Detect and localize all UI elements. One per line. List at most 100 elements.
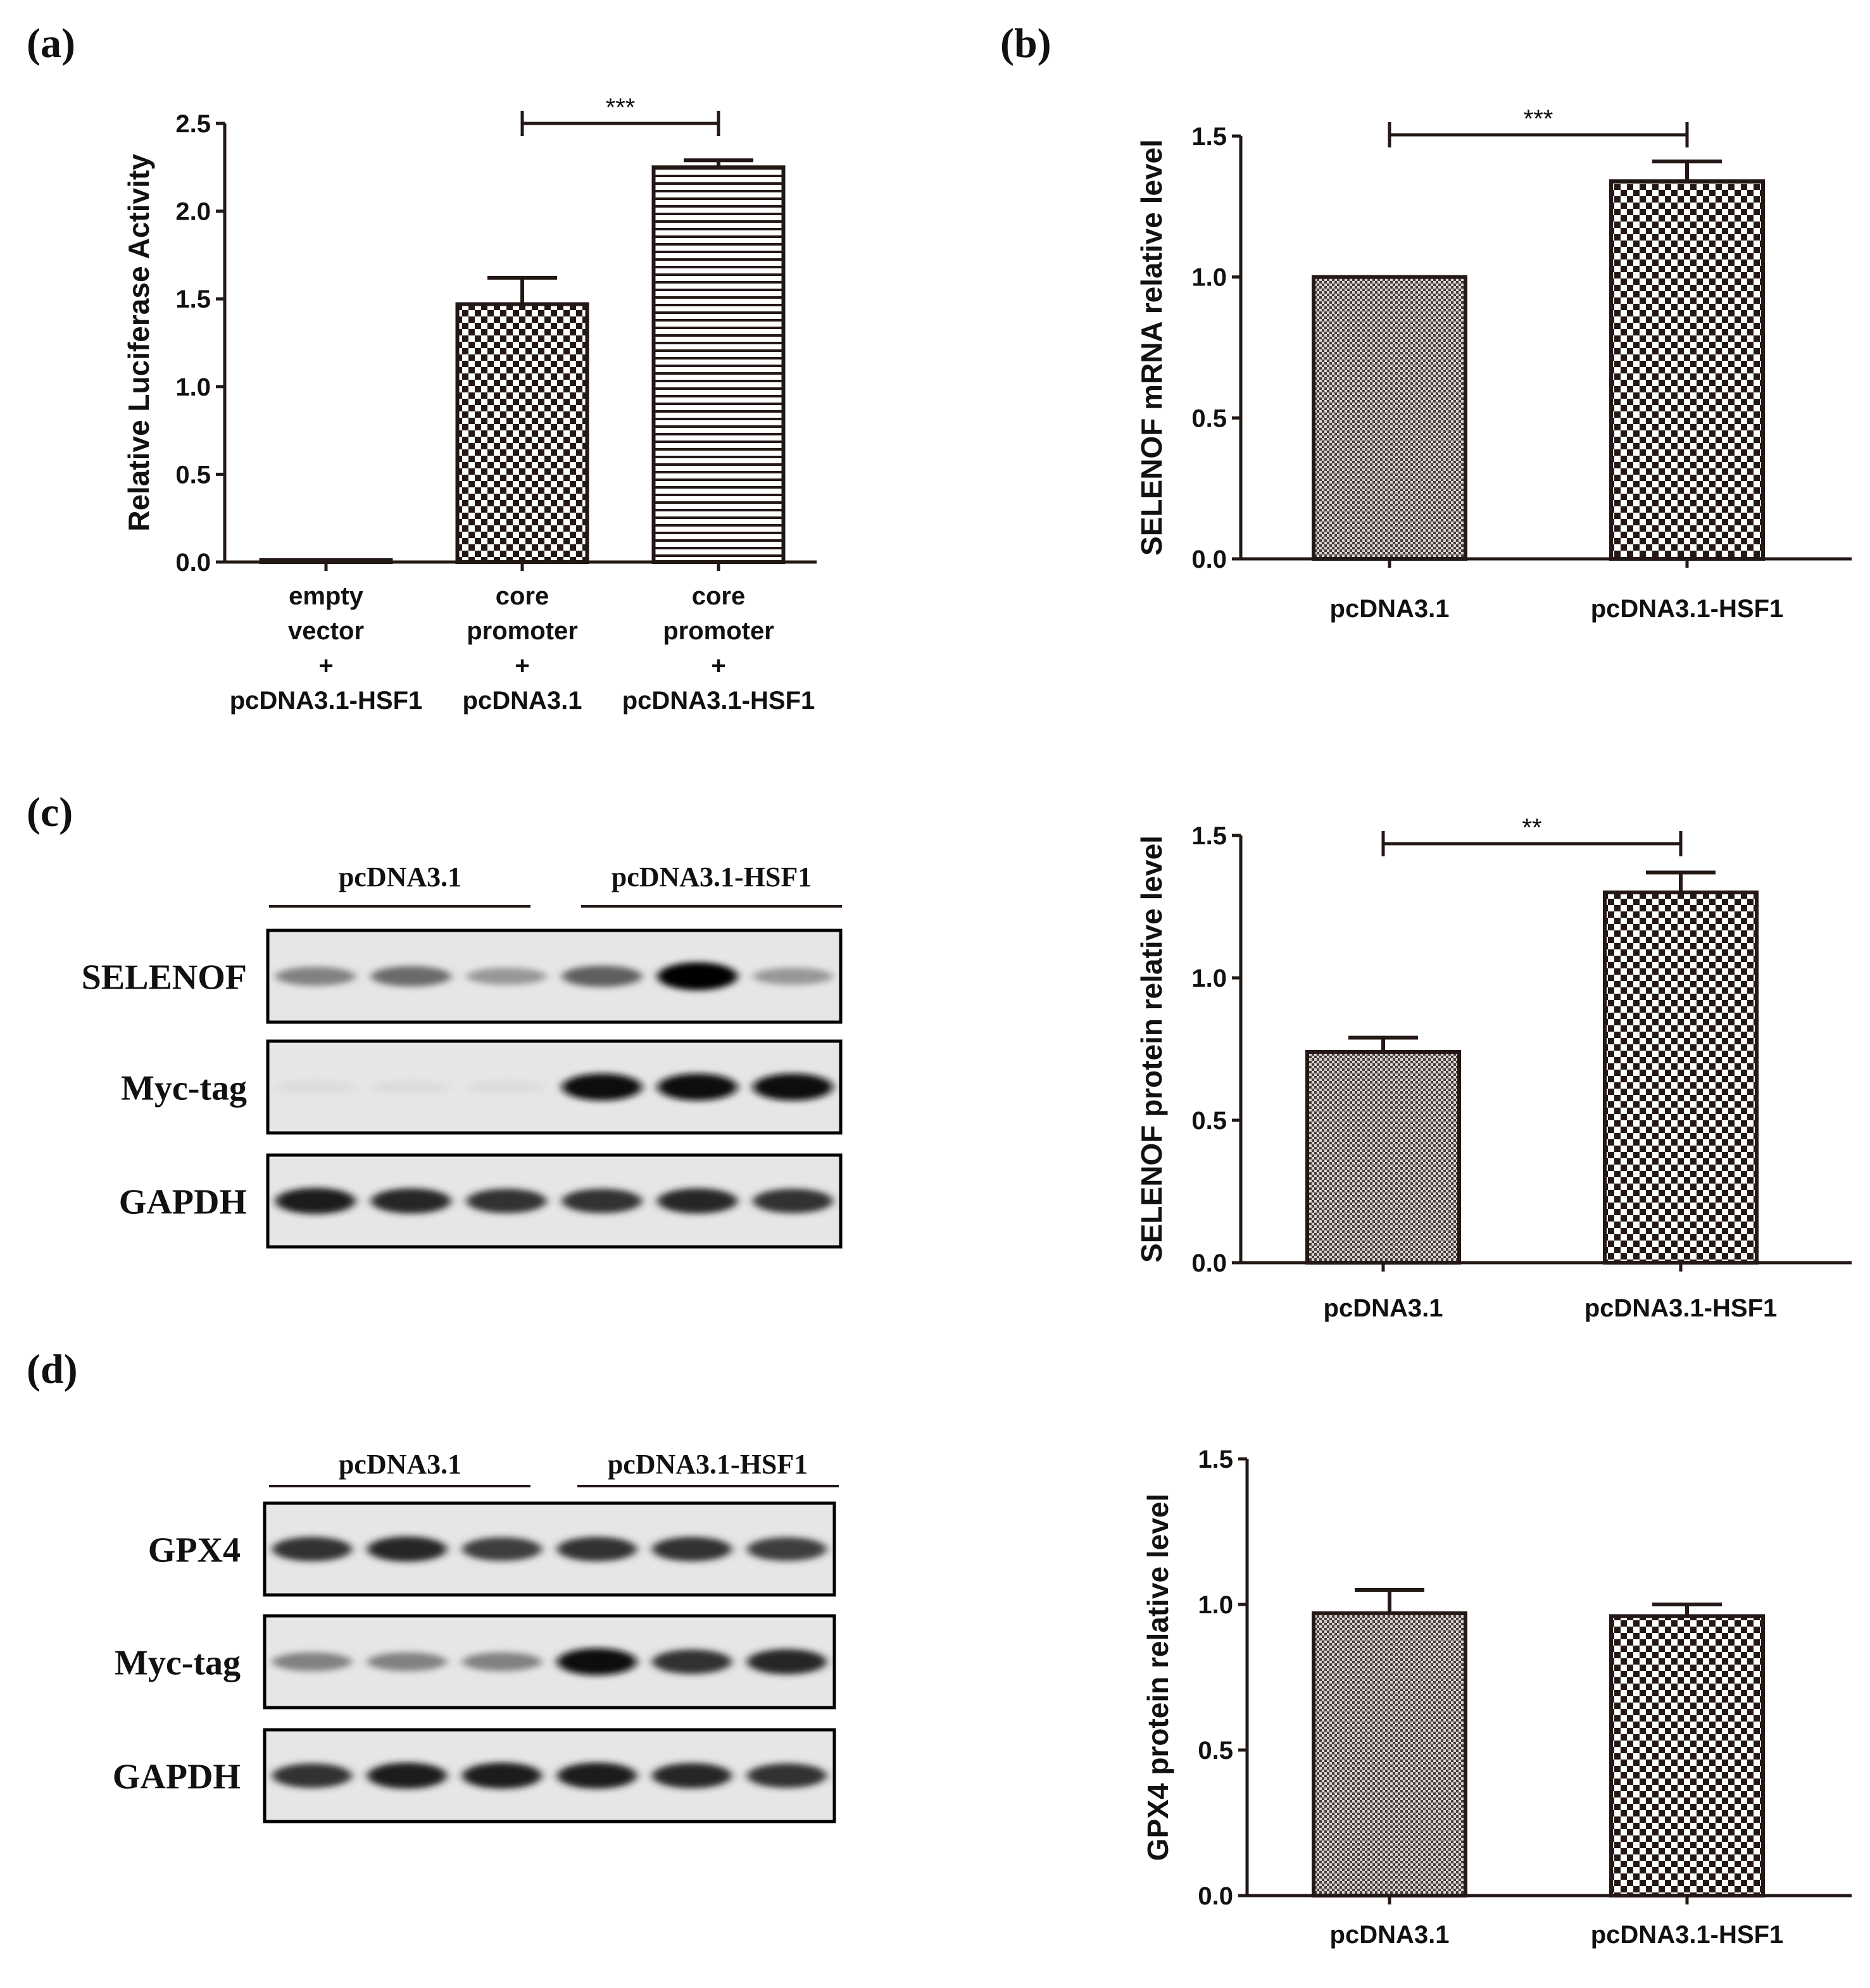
blot-band bbox=[272, 1652, 352, 1672]
y-tick-label: 1.0 bbox=[1191, 264, 1227, 292]
blot-band bbox=[657, 962, 738, 991]
blot-membrane bbox=[266, 1153, 843, 1249]
y-tick-label: 0.5 bbox=[1191, 1107, 1227, 1135]
blot-band bbox=[275, 1080, 356, 1094]
x-tick-label: pcDNA3.1-HSF1 bbox=[230, 687, 423, 715]
blot-row-label: GAPDH bbox=[119, 1183, 247, 1222]
bar bbox=[1609, 1614, 1765, 1897]
blot-band bbox=[466, 1189, 547, 1213]
blot-band bbox=[747, 1537, 827, 1561]
y-tick-label: 1.0 bbox=[175, 373, 211, 401]
y-tick-label: 0.0 bbox=[1198, 1882, 1233, 1910]
panel-label-d: (d) bbox=[27, 1346, 78, 1392]
bar bbox=[651, 165, 786, 564]
blot-row: GAPDH bbox=[113, 1728, 836, 1823]
blot-band bbox=[657, 1188, 738, 1214]
blot-band bbox=[367, 1536, 447, 1562]
blot-band bbox=[466, 967, 547, 985]
blot-row-label: GPX4 bbox=[148, 1531, 241, 1570]
significance-label: ** bbox=[1522, 814, 1541, 842]
blot-row: GPX4 bbox=[148, 1501, 836, 1597]
y-tick-label: 0.0 bbox=[1191, 1249, 1227, 1277]
bar bbox=[259, 558, 393, 564]
x-tick-label: + bbox=[515, 652, 529, 680]
blot-band bbox=[275, 1187, 356, 1215]
bar-charts: 0.0 0.5 1.0 1.5 2.0 2.5 Relative Luciferase Ac… bbox=[122, 94, 1852, 1949]
panel-label-a: (a) bbox=[27, 20, 75, 66]
y-tick-label: 0.0 bbox=[175, 549, 211, 577]
blot-row-label: Myc-tag bbox=[115, 1644, 241, 1683]
blot-group-label: pcDNA3.1-HSF1 bbox=[612, 861, 812, 892]
bar bbox=[1609, 179, 1765, 561]
blot-band bbox=[747, 1763, 827, 1788]
y-axis-title: Relative Luciferase Activity bbox=[122, 154, 155, 532]
y-axis-title: SELENOF mRNA relative level bbox=[1135, 139, 1168, 556]
blot-membrane bbox=[263, 1501, 836, 1597]
blot-membrane bbox=[266, 1039, 843, 1135]
blot-row: Myc-tag bbox=[121, 1039, 843, 1135]
chart-c: 0.0 0.5 1.0 1.5 SELENOF protein relative lev… bbox=[1135, 814, 1852, 1322]
blot-band bbox=[747, 1649, 827, 1675]
blot-band bbox=[562, 1189, 643, 1213]
x-tick-label: + bbox=[711, 652, 725, 680]
bar bbox=[455, 302, 589, 564]
blot-band bbox=[652, 1763, 732, 1789]
x-tick-label: pcDNA3.1-HSF1 bbox=[1584, 1294, 1778, 1322]
blot-band bbox=[462, 1762, 542, 1789]
y-tick-label: 1.5 bbox=[1191, 822, 1227, 850]
x-tick-label: core bbox=[692, 582, 746, 610]
blot-d: pcDNA3.1 pcDNA3.1-HSF1 GPX4 Myc-tag GAPDH bbox=[113, 1449, 839, 1823]
y-tick-label: 2.5 bbox=[175, 110, 211, 138]
y-tick-label: 1.5 bbox=[1191, 123, 1227, 151]
blot-band bbox=[753, 1073, 833, 1101]
y-tick-label: 0.0 bbox=[1191, 546, 1227, 573]
blot-band bbox=[367, 1652, 447, 1672]
blot-row: GAPDH bbox=[119, 1153, 843, 1249]
chart-d: 0.0 0.5 1.0 1.5 GPX4 protein relative level p… bbox=[1141, 1446, 1852, 1949]
blot-band bbox=[466, 1080, 547, 1094]
y-axis-title: SELENOF protein relative level bbox=[1135, 835, 1168, 1263]
blot-band bbox=[562, 1073, 643, 1101]
blot-band bbox=[370, 1188, 451, 1214]
blot-band bbox=[557, 1762, 637, 1789]
chart-b: 0.0 0.5 1.0 1.5 SELENOF mRNA relative level p… bbox=[1135, 105, 1852, 623]
blot-group-label: pcDNA3.1 bbox=[339, 1449, 461, 1480]
bar bbox=[1312, 275, 1467, 561]
x-tick-label: + bbox=[318, 652, 333, 680]
blot-band bbox=[657, 1073, 738, 1101]
western-blots: pcDNA3.1 pcDNA3.1-HSF1 SELENOF Myc-tag GAPDH… bbox=[82, 861, 843, 1823]
blot-band bbox=[753, 1189, 833, 1213]
blot-row-label: SELENOF bbox=[82, 958, 247, 997]
x-tick-label: empty bbox=[289, 582, 364, 610]
blot-band bbox=[562, 965, 643, 987]
bar bbox=[1603, 891, 1759, 1265]
blot-band bbox=[557, 1537, 637, 1561]
blot-group-label: pcDNA3.1-HSF1 bbox=[608, 1449, 808, 1480]
blot-c: pcDNA3.1 pcDNA3.1-HSF1 SELENOF Myc-tag GAPDH bbox=[82, 861, 843, 1249]
y-tick-label: 1.0 bbox=[1198, 1591, 1233, 1619]
x-tick-label: pcDNA3.1 bbox=[1324, 1294, 1443, 1322]
blot-group-label: pcDNA3.1 bbox=[339, 861, 461, 892]
blot-row-label: Myc-tag bbox=[121, 1069, 247, 1108]
significance-label: *** bbox=[1524, 105, 1553, 133]
blot-row: SELENOF bbox=[82, 928, 843, 1024]
x-tick-label: pcDNA3.1-HSF1 bbox=[622, 687, 815, 715]
x-tick-label: vector bbox=[288, 617, 364, 645]
x-tick-label: pcDNA3.1 bbox=[463, 687, 582, 715]
x-tick-label: pcDNA3.1-HSF1 bbox=[1591, 1921, 1784, 1949]
y-axis-title: GPX4 protein relative level bbox=[1141, 1494, 1174, 1861]
blot-band bbox=[652, 1649, 732, 1674]
blot-band bbox=[462, 1537, 542, 1561]
x-tick-label: promoter bbox=[663, 617, 774, 645]
blot-band bbox=[557, 1648, 637, 1675]
y-tick-label: 1.5 bbox=[1198, 1446, 1233, 1473]
x-tick-label: pcDNA3.1 bbox=[1330, 595, 1450, 623]
blot-membrane bbox=[263, 1614, 836, 1710]
x-tick-label: core bbox=[496, 582, 549, 610]
significance-label: *** bbox=[606, 94, 636, 122]
blot-band bbox=[652, 1537, 732, 1561]
blot-row: Myc-tag bbox=[115, 1614, 836, 1710]
blot-band bbox=[370, 1080, 451, 1094]
blot-band bbox=[272, 1763, 352, 1788]
